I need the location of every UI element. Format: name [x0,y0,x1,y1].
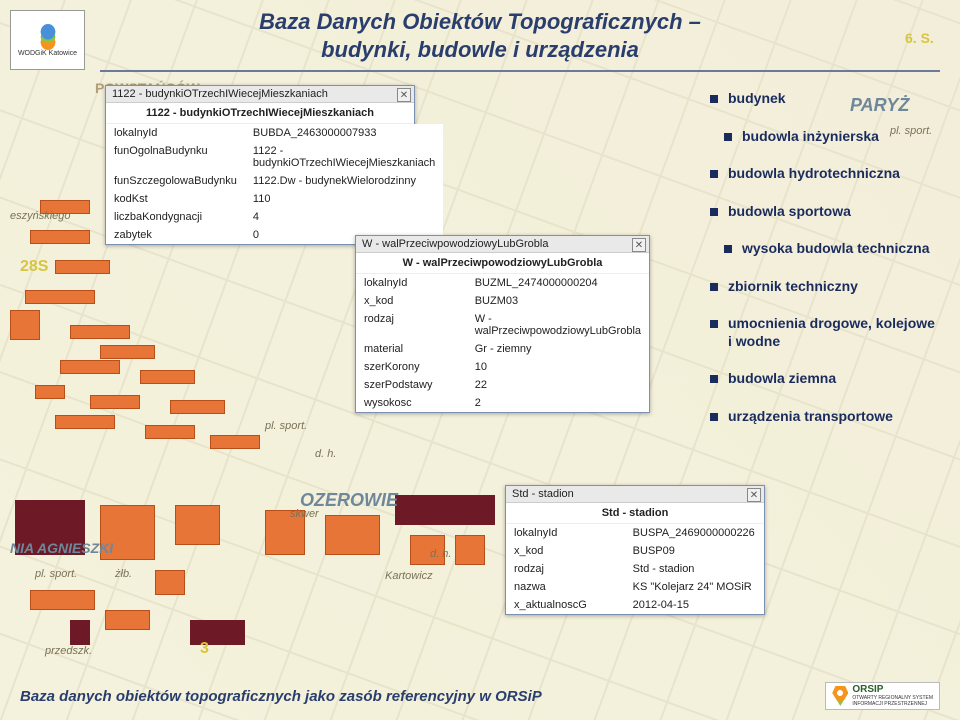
popup-buildings[interactable]: 1122 - budynkiOTrzechIWiecejMieszkaniach… [105,85,415,245]
popup-subtitle: W - walPrzeciwpowodziowyLubGrobla [356,253,649,274]
popup-table: lokalnyIdBUBDA_2463000007933 funOgolnaBu… [106,124,443,244]
close-icon[interactable]: ✕ [632,238,646,252]
close-icon[interactable]: ✕ [397,88,411,102]
building-shape [455,535,485,565]
map-number: 28S [20,258,48,276]
header-divider [100,70,940,72]
popup-titlebar[interactable]: W - walPrzeciwpowodziowyLubGrobla ✕ [356,236,649,253]
popup-titlebar[interactable]: Std - stadion ✕ [506,486,764,503]
header: WODGiK Katowice Baza Danych Obiektów Top… [0,0,960,70]
building-dark [190,620,245,645]
logo-caption: WODGiK Katowice [18,50,77,57]
building-shape [100,345,155,359]
map-label: d. h. [430,548,451,560]
bullet-list: budynek budowla inżynierska budowla hydr… [710,90,940,445]
bullet-item: budowla inżynierska [710,128,940,146]
building-shape [210,435,260,449]
bullet-item: budynek [710,90,940,108]
bullet-item: umocnienia drogowe, kolejowe i wodne [710,315,940,350]
building-shape [30,590,95,610]
map-label: skwer [290,508,319,520]
bullet-item: budowla sportowa [710,203,940,221]
orsip-sublabel: OTWARTY REGIONALNY SYSTEMINFORMACJI PRZE… [852,695,933,707]
building-shape [55,260,110,274]
logo-swirl-icon [31,24,65,50]
building-shape [175,505,220,545]
footer-text: Baza danych obiektów topograficznych jak… [20,688,542,705]
map-area-label: NIA AGNIESZKI [10,540,113,556]
building-shape [140,370,195,384]
orsip-badge: ORSIP OTWARTY REGIONALNY SYSTEMINFORMACJ… [825,682,940,710]
bullet-item: urządzenia transportowe [710,408,940,426]
building-shape [55,415,115,429]
map-number: 3 [200,640,209,658]
map-label: eszyńskiego [10,210,71,222]
popup-wal[interactable]: W - walPrzeciwpowodziowyLubGrobla ✕ W - … [355,235,650,413]
map-label: przedszk. [45,645,92,657]
orsip-pin-icon [832,686,848,706]
building-shape [325,515,380,555]
popup-subtitle: 1122 - budynkiOTrzechIWiecejMieszkaniach [106,103,414,124]
building-shape [70,325,130,339]
popup-window-title: W - walPrzeciwpowodziowyLubGrobla [362,238,548,250]
bullet-item: wysoka budowla techniczna [710,240,940,258]
popup-titlebar[interactable]: 1122 - budynkiOTrzechIWiecejMieszkaniach… [106,86,414,103]
building-shape [10,310,40,340]
building-dark [70,620,90,645]
building-shape [170,400,225,414]
map-label: żłb. [115,568,132,580]
popup-subtitle: Std - stadion [506,503,764,524]
map-label: pl. sport. [265,420,307,432]
building-shape [145,425,195,439]
building-shape [60,360,120,374]
popup-window-title: 1122 - budynkiOTrzechIWiecejMieszkaniach [112,88,328,100]
map-label: d. h. [315,448,336,460]
building-shape [35,385,65,399]
building-shape [105,610,150,630]
bullet-item: zbiornik techniczny [710,278,940,296]
map-label: Kartowicz [385,570,433,582]
close-icon[interactable]: ✕ [747,488,761,502]
popup-window-title: Std - stadion [512,488,574,500]
popup-table: lokalnyIdBUZML_2474000000204 x_kodBUZM03… [356,274,649,412]
popup-table: lokalnyIdBUSPA_2469000000226 x_kodBUSP09… [506,524,764,614]
map-label: pl. sport. [35,568,77,580]
bullet-item: budowla ziemna [710,370,940,388]
orsip-label: ORSIP [852,685,933,695]
bullet-item: budowla hydrotechniczna [710,165,940,183]
page-title: Baza Danych Obiektów Topograficznych – b… [0,8,960,63]
popup-stadion[interactable]: Std - stadion ✕ Std - stadion lokalnyIdB… [505,485,765,615]
building-shape [30,230,90,244]
building-dark [395,495,495,525]
footer: Baza danych obiektów topograficznych jak… [0,682,960,710]
building-shape [90,395,140,409]
logo: WODGiK Katowice [10,10,85,70]
building-shape [155,570,185,595]
building-shape [25,290,95,304]
